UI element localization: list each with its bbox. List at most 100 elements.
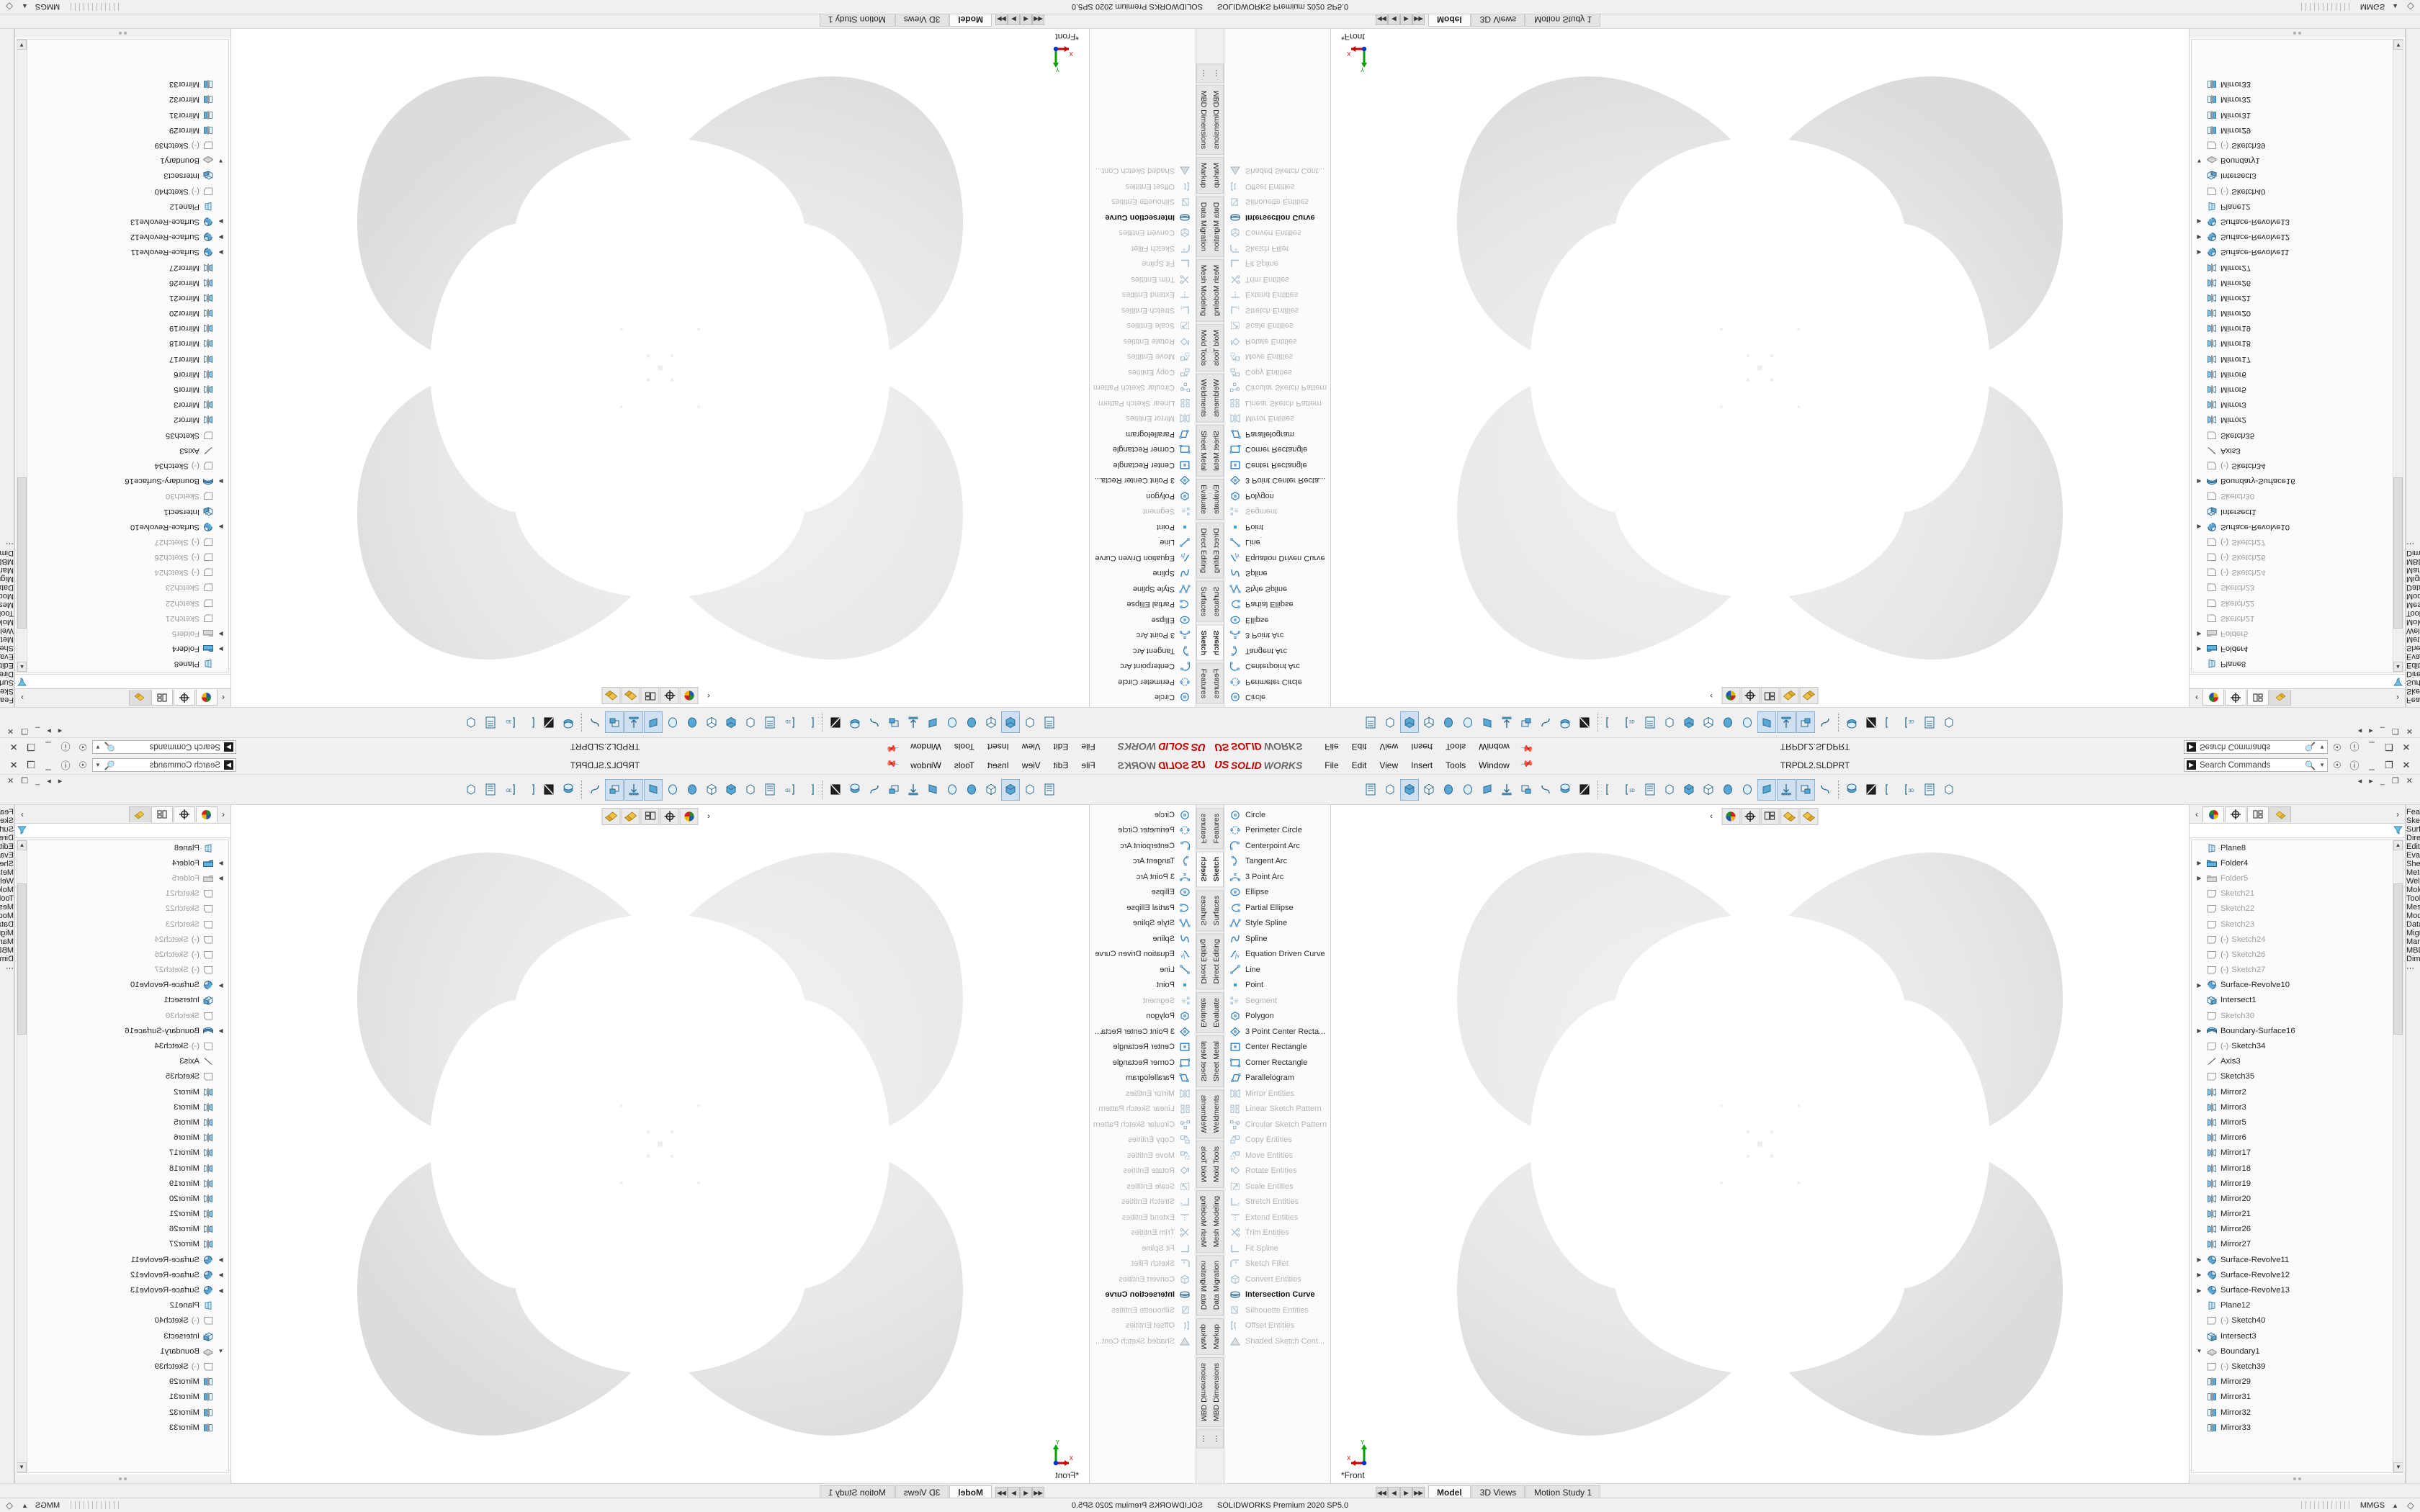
sketch-command-trim-entities[interactable]: Trim Entities	[1090, 1225, 1196, 1241]
expand-caret-icon[interactable]: ▼	[218, 157, 224, 164]
sketch-command-tangent-arc[interactable]: Tangent Arc	[1090, 854, 1196, 870]
minimize-icon[interactable]: _	[2369, 760, 2375, 770]
ribbon-tab-weldments[interactable]: Weldments	[2406, 877, 2420, 886]
sketch-command-rotate-entities[interactable]: Rotate Entities	[1090, 1164, 1196, 1179]
command-toolbar-button[interactable]	[904, 712, 923, 734]
sketch-command-point[interactable]: Point	[1224, 519, 1330, 535]
command-toolbar-button[interactable]	[1816, 779, 1834, 801]
expand-caret-icon[interactable]: ▶	[218, 645, 223, 652]
ribbon-tab-evaluate[interactable]: Evaluate	[0, 851, 14, 860]
command-toolbar-button[interactable]: 3D	[1901, 779, 1919, 801]
filter-icon[interactable]	[17, 826, 27, 835]
feature-tree-item[interactable]: ▶ Boundary-Surface16	[17, 1023, 228, 1038]
feature-tree-item[interactable]: (-) Sketch39	[17, 1359, 228, 1374]
command-toolbar-button[interactable]: 3D	[501, 712, 519, 734]
feature-tree-item[interactable]: Plane12	[2192, 199, 2403, 214]
sketch-command-circular-sketch-pattern[interactable]: Circular Sketch Pattern	[1090, 1117, 1196, 1133]
feature-tree-item[interactable]: Intersect3	[2192, 1328, 2403, 1344]
ribbon-tab-surfaces[interactable]: Surfaces	[0, 678, 14, 687]
feature-tree-item[interactable]: Mirror5	[2192, 1115, 2403, 1130]
feature-tree-item[interactable]: ▶ Surface-Revolve10	[17, 978, 228, 993]
sketch-command-trim-entities[interactable]: Trim Entities	[1090, 271, 1196, 287]
sketch-command-style-spline[interactable]: Style Spline	[1090, 581, 1196, 597]
menu-item-edit[interactable]: Edit	[1053, 742, 1069, 752]
feature-tree-item[interactable]: Mirror2	[2192, 413, 2403, 428]
sketch-command-spline[interactable]: Spline	[1090, 566, 1196, 582]
expand-caret-icon[interactable]: ▼	[2196, 1348, 2202, 1355]
feature-tree-item[interactable]: Sketch23	[2192, 917, 2403, 932]
ribbon-tab-sketch[interactable]: Sketch	[1196, 624, 1210, 661]
feature-tree-item[interactable]: Mirror29	[17, 122, 228, 138]
sketch-command-rotate-entities[interactable]: Rotate Entities	[1224, 333, 1330, 349]
feature-tree-item[interactable]: (-) Sketch24	[2192, 565, 2403, 580]
command-toolbar-button[interactable]	[644, 711, 663, 734]
minimize-icon[interactable]: _	[45, 742, 51, 752]
ribbon-tab-mesh-modeling[interactable]: Mesh Modeling	[0, 903, 14, 920]
ribbon-tab-direct-editing[interactable]: Direct Editing	[1196, 522, 1210, 579]
expand-caret-icon[interactable]: ▶	[2197, 645, 2202, 652]
feature-tree-item[interactable]: Mirror31	[17, 107, 228, 122]
sketch-command-stretch-entities[interactable]: Stretch Entities	[1090, 302, 1196, 318]
sketch-command-trim-entities[interactable]: Trim Entities	[1224, 271, 1330, 287]
command-toolbar-button[interactable]	[1660, 779, 1679, 801]
tab-feature-tree[interactable]	[196, 806, 218, 822]
menu-item-edit[interactable]: Edit	[1351, 760, 1367, 770]
tab-property-manager[interactable]	[174, 690, 195, 706]
sketch-command-point[interactable]: Point	[1090, 519, 1196, 535]
feature-tree-item[interactable]: Plane12	[17, 199, 228, 214]
command-toolbar-button[interactable]	[1641, 712, 1659, 734]
feature-tree-item[interactable]: ▶ Surface-Revolve12	[2192, 1267, 2403, 1282]
command-toolbar-button[interactable]: 3D	[1621, 712, 1640, 734]
command-toolbar-button[interactable]	[943, 779, 962, 801]
feature-tree-item[interactable]: Mirror26	[17, 275, 228, 290]
sketch-command-linear-sketch-pattern[interactable]: Linear Sketch Pattern	[1224, 395, 1330, 411]
close-icon[interactable]: ✕	[2402, 759, 2411, 770]
feature-tree-item[interactable]: Mirror33	[2192, 77, 2403, 92]
sketch-command-move-entities[interactable]: Move Entities	[1090, 349, 1196, 365]
expand-caret-icon[interactable]: ▶	[2197, 1256, 2202, 1264]
tab-motion-study[interactable]: Motion Study 1	[819, 13, 895, 27]
panel-splitter[interactable]	[15, 29, 230, 37]
command-toolbar-button[interactable]	[741, 712, 760, 734]
expand-caret-icon[interactable]: ▶	[218, 1256, 223, 1264]
view-orientation-icon[interactable]	[660, 687, 679, 704]
feature-tree-item[interactable]: Mirror20	[2192, 1191, 2403, 1206]
search-commands-box[interactable]: ▶ Search Commands 🔍 ▼	[2184, 740, 2328, 754]
restore-icon[interactable]: ❐	[27, 742, 35, 753]
feature-tree-item[interactable]: (-) Sketch34	[2192, 458, 2403, 473]
ribbon-tab-evaluate[interactable]: Evaluate	[1196, 479, 1210, 521]
restore-icon[interactable]: ❐	[27, 759, 35, 770]
feature-tree-item[interactable]: Plane12	[2192, 1298, 2403, 1313]
menu-item-view[interactable]: View	[1021, 760, 1041, 770]
scrollbar-thumb[interactable]	[2393, 883, 2403, 1035]
feature-tree-item[interactable]: ▶ Folder5	[2192, 626, 2403, 641]
sketch-command-shaded-sketch-cont-[interactable]: Shaded Sketch Cont...	[1224, 1333, 1330, 1349]
next-icon[interactable]: ▶	[1400, 13, 1412, 25]
filter-icon[interactable]	[2393, 826, 2403, 835]
next-icon[interactable]: ▸	[2369, 726, 2373, 735]
feature-tree-item[interactable]: Mirror27	[17, 260, 228, 275]
feature-tree-item[interactable]: Intersect3	[17, 168, 228, 184]
sketch-command-partial-ellipse[interactable]: Partial Ellipse	[1090, 597, 1196, 613]
previous-icon[interactable]: ◂	[58, 777, 63, 786]
feature-tree-item[interactable]: Mirror19	[2192, 1176, 2403, 1191]
edit-appearance-icon[interactable]	[1799, 808, 1818, 825]
command-toolbar-button[interactable]	[1796, 711, 1815, 734]
sketch-command-offset-entities[interactable]: Offset Entities	[1090, 1318, 1196, 1334]
tab-feature-tree[interactable]	[2202, 690, 2224, 706]
command-toolbar-button[interactable]	[702, 779, 721, 801]
sketch-command-linear-sketch-pattern[interactable]: Linear Sketch Pattern	[1090, 1102, 1196, 1117]
sketch-command-copy-entities[interactable]: Copy Entities	[1224, 364, 1330, 380]
feature-tree-item[interactable]: ▶ Surface-Revolve11	[17, 1252, 228, 1267]
feature-tree-item[interactable]: ▶ Folder5	[17, 626, 228, 641]
scroll-down-arrow[interactable]: ▼	[2393, 40, 2403, 50]
ribbon-tab--[interactable]: ⋯	[6, 539, 14, 548]
sketch-command-3-point-arc[interactable]: 3 Point Arc	[1090, 628, 1196, 644]
expand-caret-icon[interactable]: ▶	[2197, 630, 2202, 637]
ribbon-tab-sketch[interactable]: Sketch	[0, 687, 14, 696]
sketch-command-circle[interactable]: Circle	[1224, 807, 1330, 823]
sketch-command-tangent-arc[interactable]: Tangent Arc	[1224, 854, 1330, 870]
close-icon[interactable]: ✕	[2406, 726, 2413, 735]
feature-tree-item[interactable]: Mirror31	[2192, 1390, 2403, 1405]
sketch-command-offset-entities[interactable]: Offset Entities	[1090, 179, 1196, 194]
